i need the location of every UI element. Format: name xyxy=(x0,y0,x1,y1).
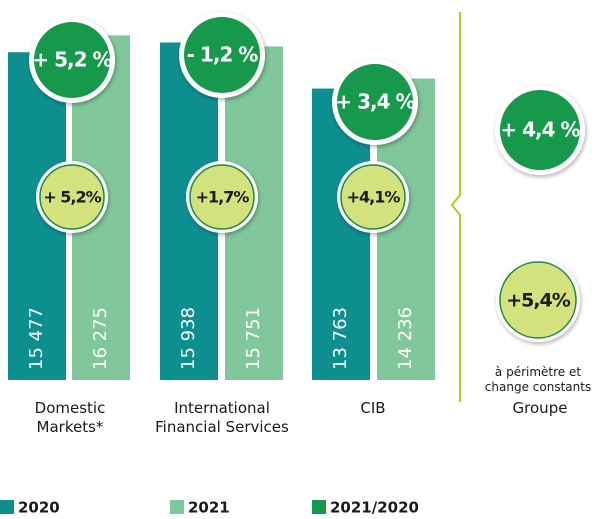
change-label: + 3,4 % xyxy=(335,90,415,114)
category-label: CIB xyxy=(360,399,385,417)
change-circle-fill xyxy=(500,90,580,170)
constant-change-fill xyxy=(499,261,577,339)
change-label: + 5,2 % xyxy=(32,48,112,72)
category-line: CIB xyxy=(360,399,385,417)
bar-value-label: 15 938 xyxy=(178,307,199,370)
legend-swatch xyxy=(312,500,326,514)
bar-value-label: 13 763 xyxy=(330,307,351,370)
constant-change-label: + 5,2% xyxy=(43,188,101,207)
category-line: Groupe xyxy=(513,399,568,417)
note: à périmètre et change constants xyxy=(485,365,591,394)
legend-swatch xyxy=(170,500,184,514)
note-line: change constants xyxy=(485,380,591,394)
constant-change-label: +5,4% xyxy=(506,290,571,312)
category-label: International Financial Services xyxy=(155,399,289,436)
note-line: à périmètre et xyxy=(495,365,581,379)
constant-change-label: +1,7% xyxy=(196,188,250,207)
category-line: International xyxy=(174,399,270,417)
constant-change-label: +4,1% xyxy=(347,188,401,207)
bar-value-label: 15 477 xyxy=(26,307,47,370)
constant-change-fill xyxy=(39,164,105,230)
change-circle-fill xyxy=(184,17,260,93)
change-label: - 1,2 % xyxy=(187,43,259,67)
category-line: Domestic xyxy=(35,399,106,417)
constant-change-fill xyxy=(340,164,406,230)
category-line: Financial Services xyxy=(155,418,289,436)
change-circle-fill xyxy=(337,64,413,140)
legend-label: 2020 xyxy=(18,499,60,517)
bar-value-label: 16 275 xyxy=(90,307,111,370)
change-circle-fill xyxy=(34,22,110,98)
category-label: Domestic Markets* xyxy=(35,399,106,436)
legend-label: 2021/2020 xyxy=(330,499,419,517)
bar-value-label: 15 751 xyxy=(243,307,264,370)
category-line: Markets* xyxy=(37,418,104,436)
constant-change-fill xyxy=(189,164,255,230)
brace xyxy=(450,12,461,402)
bar-value-label: 14 236 xyxy=(395,307,416,370)
change-label: + 4,4 % xyxy=(500,118,580,142)
legend-swatch xyxy=(0,500,14,514)
legend-label: 2021 xyxy=(188,499,230,517)
category-label: Groupe xyxy=(513,399,568,417)
